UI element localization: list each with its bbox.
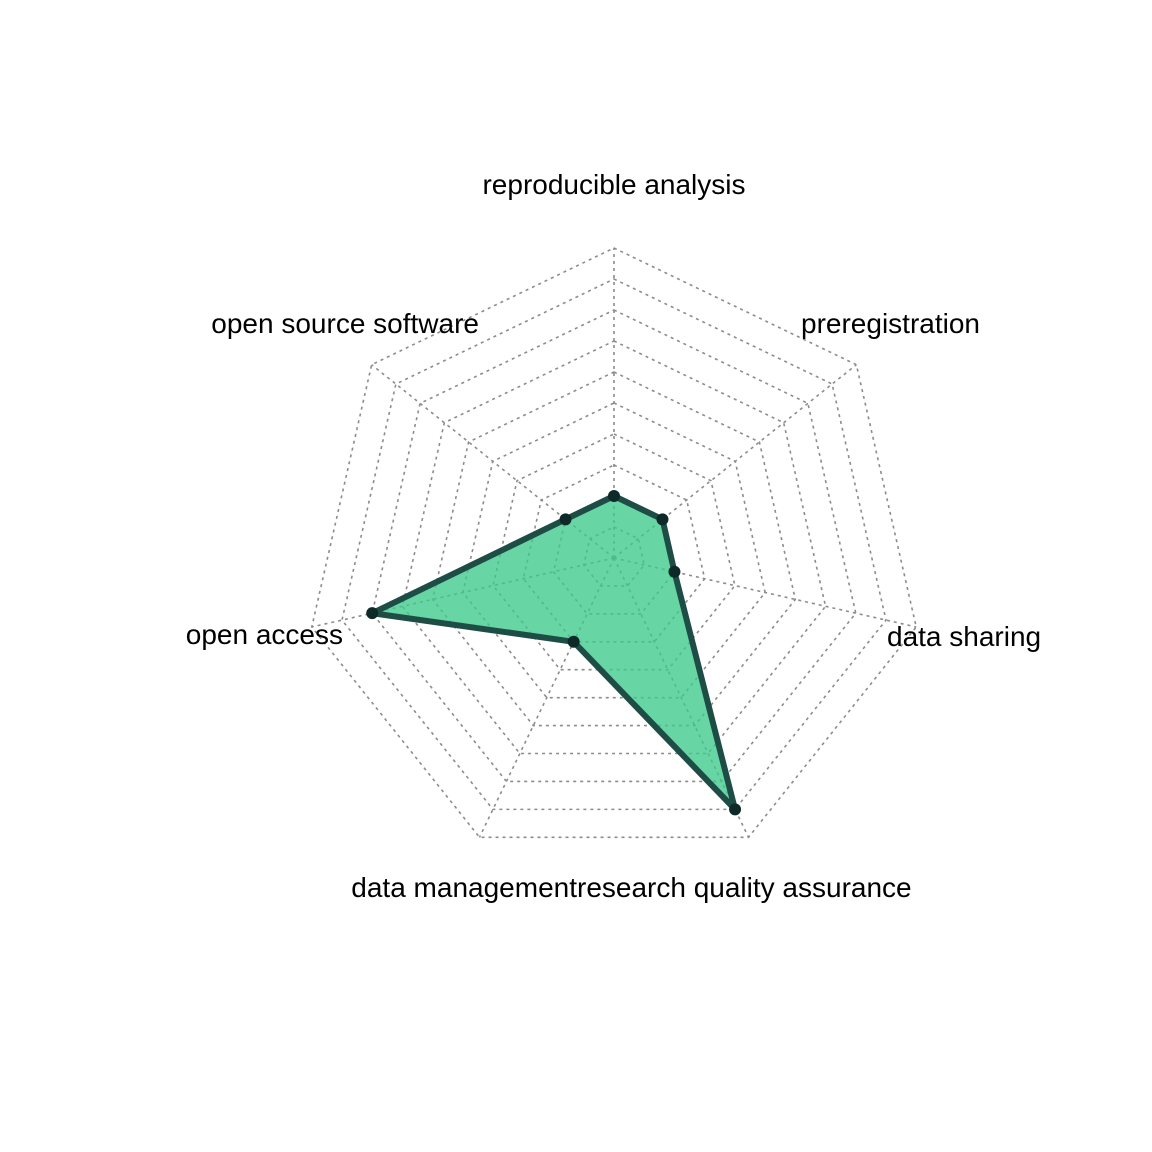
axis-labels: reproducible analysis preregistration da…: [186, 169, 1041, 903]
grid-ring: [462, 402, 766, 699]
grid-ring: [371, 309, 857, 783]
data-point-open-access: [366, 607, 379, 620]
data-point-data-management: [567, 635, 580, 648]
data-point-preregistration: [656, 513, 669, 526]
axis-label-reproducible-analysis: reproducible analysis: [482, 169, 745, 200]
grid-ring: [401, 340, 827, 755]
axis-label-preregistration: preregistration: [801, 308, 980, 339]
radar-series: [366, 490, 742, 816]
axis-label-open-access: open access: [186, 619, 343, 650]
axis-label-data-sharing: data sharing: [887, 621, 1041, 652]
axis-label-open-source-software: open source software: [211, 308, 479, 339]
data-point-reproducible-analysis: [608, 490, 620, 502]
data-point-research-quality-assurance: [729, 803, 742, 816]
series-area: [369, 493, 739, 813]
data-point-open-source-software: [559, 513, 572, 526]
axis-label-research-quality-assurance: research quality assurance: [577, 872, 912, 903]
data-point-data-sharing: [668, 565, 681, 578]
grid-ring: [341, 278, 887, 811]
axis-label-data-management: data management: [351, 872, 577, 903]
grid-ring: [310, 247, 918, 839]
